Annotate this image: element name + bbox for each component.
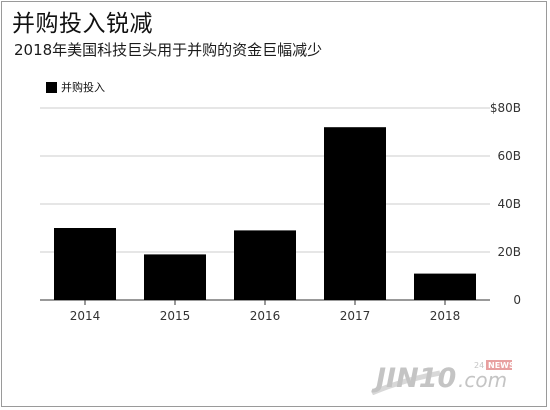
x-tick-label: 2015 <box>160 309 191 323</box>
logo-brand: JIN10 <box>371 363 456 394</box>
bar <box>144 254 206 300</box>
legend-swatch <box>46 81 57 93</box>
y-tick-label: $80B <box>490 101 521 115</box>
logo-tag-num: 24 <box>474 361 484 370</box>
x-tick-label: 2016 <box>250 309 281 323</box>
y-tick-label: 0 <box>513 293 521 307</box>
bar <box>234 230 296 300</box>
logo-news-badge <box>486 360 512 370</box>
logo-tag-word: NEWS <box>488 361 515 370</box>
x-tick-label: 2018 <box>430 309 461 323</box>
jin10-logo: JIN10 .com 24 NEWS <box>370 360 515 396</box>
chart-subtitle: 2018年美国科技巨头用于并购的资金巨幅减少 <box>14 41 323 59</box>
x-tick-label: 2014 <box>70 309 101 323</box>
logo-suffix: .com <box>458 368 507 392</box>
x-tick-label: 2017 <box>340 309 371 323</box>
legend-label: 并购投入 <box>61 81 105 94</box>
logo-swoosh <box>370 370 441 396</box>
bar <box>54 228 116 300</box>
jin10-watermark: JIN10 .com 24 NEWS <box>370 355 520 396</box>
chart-title: 并购投入锐减 <box>12 11 153 37</box>
bar <box>324 127 386 300</box>
legend: 并购投入 <box>46 79 105 95</box>
bar <box>414 273 476 300</box>
y-tick-label: 40B <box>497 197 521 211</box>
y-tick-label: 60B <box>497 149 521 163</box>
y-tick-label: 20B <box>497 245 521 259</box>
